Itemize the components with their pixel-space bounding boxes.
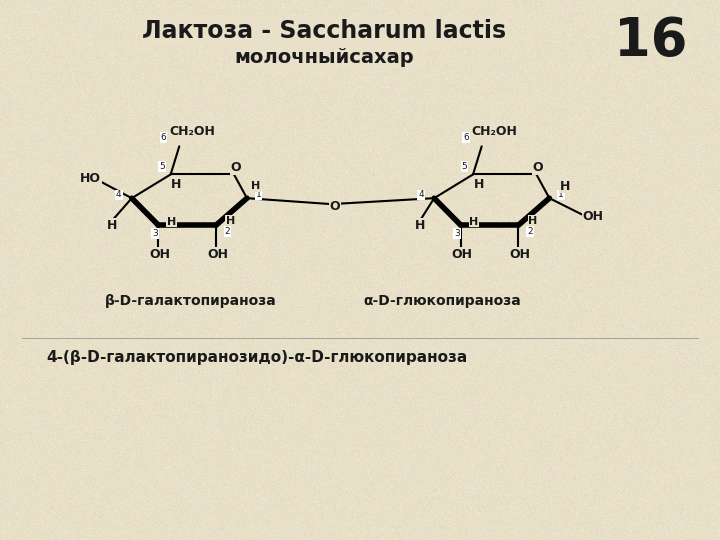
Text: H: H xyxy=(251,181,260,191)
Text: α-D-глюкопираноза: α-D-глюкопираноза xyxy=(364,294,521,308)
Text: O: O xyxy=(230,161,240,174)
Text: OH: OH xyxy=(451,248,473,261)
Text: 2: 2 xyxy=(527,227,533,236)
Text: 5: 5 xyxy=(462,163,467,171)
Text: H: H xyxy=(528,216,537,226)
Text: H: H xyxy=(474,178,484,191)
Text: H: H xyxy=(560,180,570,193)
Text: OH: OH xyxy=(582,210,604,223)
Text: HO: HO xyxy=(80,172,102,185)
Text: H: H xyxy=(107,219,117,232)
Text: H: H xyxy=(167,217,176,227)
Text: 5: 5 xyxy=(159,163,165,171)
Text: OH: OH xyxy=(509,248,531,261)
Text: H: H xyxy=(469,217,478,227)
Text: OH: OH xyxy=(207,248,228,261)
Text: O: O xyxy=(533,161,543,174)
Text: 4-(β-D-галактопиранозидо)-α-D-глюкопираноза: 4-(β-D-галактопиранозидо)-α-D-глюкопиран… xyxy=(47,350,468,365)
Text: 16: 16 xyxy=(614,15,688,67)
Text: 3: 3 xyxy=(454,230,460,238)
Text: 4: 4 xyxy=(116,191,122,199)
Text: 4: 4 xyxy=(418,191,424,199)
Text: CH₂OH: CH₂OH xyxy=(169,125,215,138)
Text: 1: 1 xyxy=(558,191,564,199)
Text: 6: 6 xyxy=(161,133,166,142)
Text: H: H xyxy=(226,216,235,226)
Text: H: H xyxy=(415,219,425,232)
Text: H: H xyxy=(171,178,181,191)
Text: O: O xyxy=(330,200,340,213)
Text: Лактоза - Saccharum lactis: Лактоза - Saccharum lactis xyxy=(142,19,506,43)
Text: молочныйсахар: молочныйсахар xyxy=(234,48,414,66)
Text: β-D-галактопираноза: β-D-галактопираноза xyxy=(104,294,276,308)
Text: OH: OH xyxy=(149,248,171,261)
Text: 3: 3 xyxy=(152,230,158,238)
Text: CH₂OH: CH₂OH xyxy=(472,125,518,138)
Text: 6: 6 xyxy=(463,133,469,142)
Text: 1: 1 xyxy=(256,191,261,199)
Text: 2: 2 xyxy=(225,227,230,236)
